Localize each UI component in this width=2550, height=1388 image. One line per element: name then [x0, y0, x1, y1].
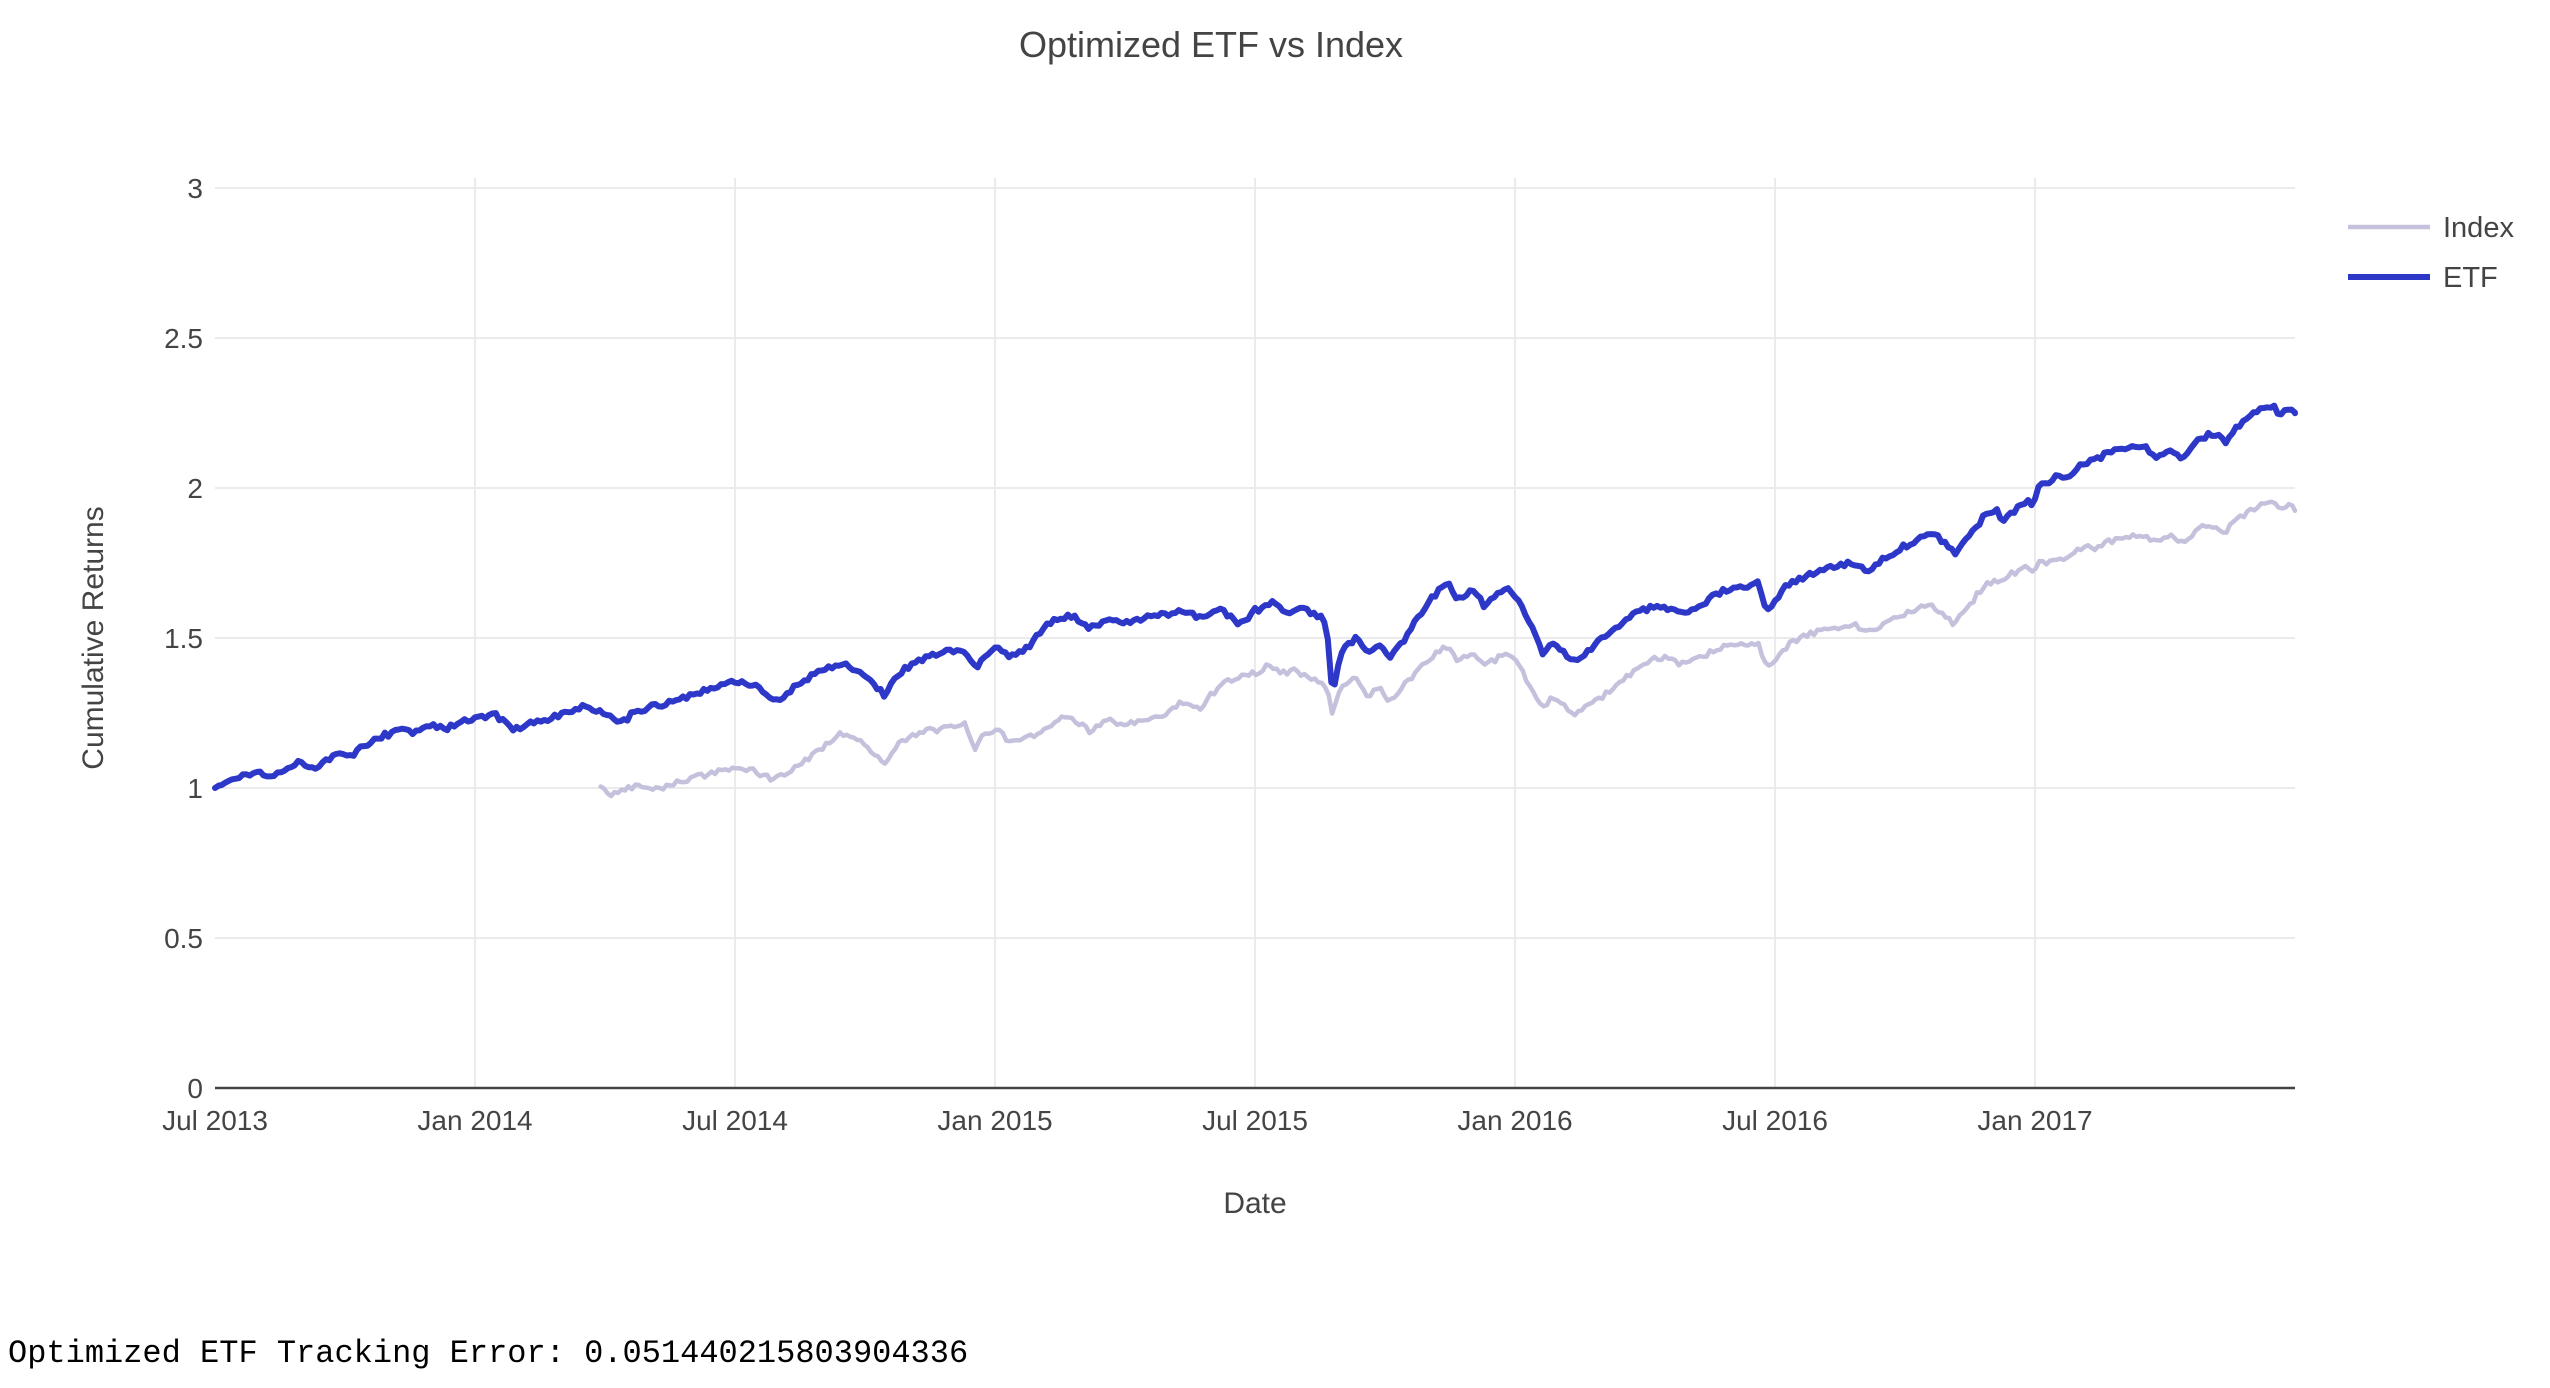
- series-line-index: [598, 499, 2298, 799]
- y-tick-label: 0.5: [164, 923, 203, 954]
- legend: Index ETF: [2348, 212, 2514, 294]
- x-tick-label: Jan 2014: [417, 1105, 532, 1136]
- y-tick-label: 3: [187, 173, 203, 204]
- x-tick-label: Jan 2016: [1457, 1105, 1572, 1136]
- y-tick-label: 2.5: [164, 323, 203, 354]
- x-tick-label: Jan 2017: [1977, 1105, 2092, 1136]
- x-tick-label: Jan 2015: [937, 1105, 1052, 1136]
- y-tick-label: 2: [187, 473, 203, 504]
- chart-title: Optimized ETF vs Index: [1019, 24, 1403, 65]
- x-tick-label: Jul 2013: [162, 1105, 268, 1136]
- plot-area[interactable]: [215, 178, 2295, 1088]
- y-axis-title: Cumulative Returns: [77, 506, 110, 769]
- series-line-etf: [212, 402, 2298, 791]
- x-tick-label: Jul 2015: [1202, 1105, 1308, 1136]
- legend-label: Index: [2443, 212, 2514, 244]
- y-tick-label: 1: [187, 773, 203, 804]
- x-axis-title: Date: [1223, 1187, 1286, 1220]
- tick-labels: 0 0.5 1 1.5 2 2.5 3 Jul 2013 Jan 2014 Jul 2014 Jan…: [162, 173, 2093, 1136]
- legend-item-etf[interactable]: ETF: [2348, 262, 2498, 294]
- legend-label: ETF: [2443, 262, 2498, 294]
- legend-item-index[interactable]: Index: [2348, 212, 2514, 244]
- gridlines: [215, 178, 2295, 1088]
- series-group: [212, 402, 2298, 799]
- x-tick-label: Jul 2016: [1722, 1105, 1828, 1136]
- tracking-error-text: Optimized ETF Tracking Error: 0.05144021…: [8, 1335, 968, 1372]
- y-tick-label: 0: [187, 1073, 203, 1104]
- x-tick-label: Jul 2014: [682, 1105, 788, 1136]
- y-tick-label: 1.5: [164, 623, 203, 654]
